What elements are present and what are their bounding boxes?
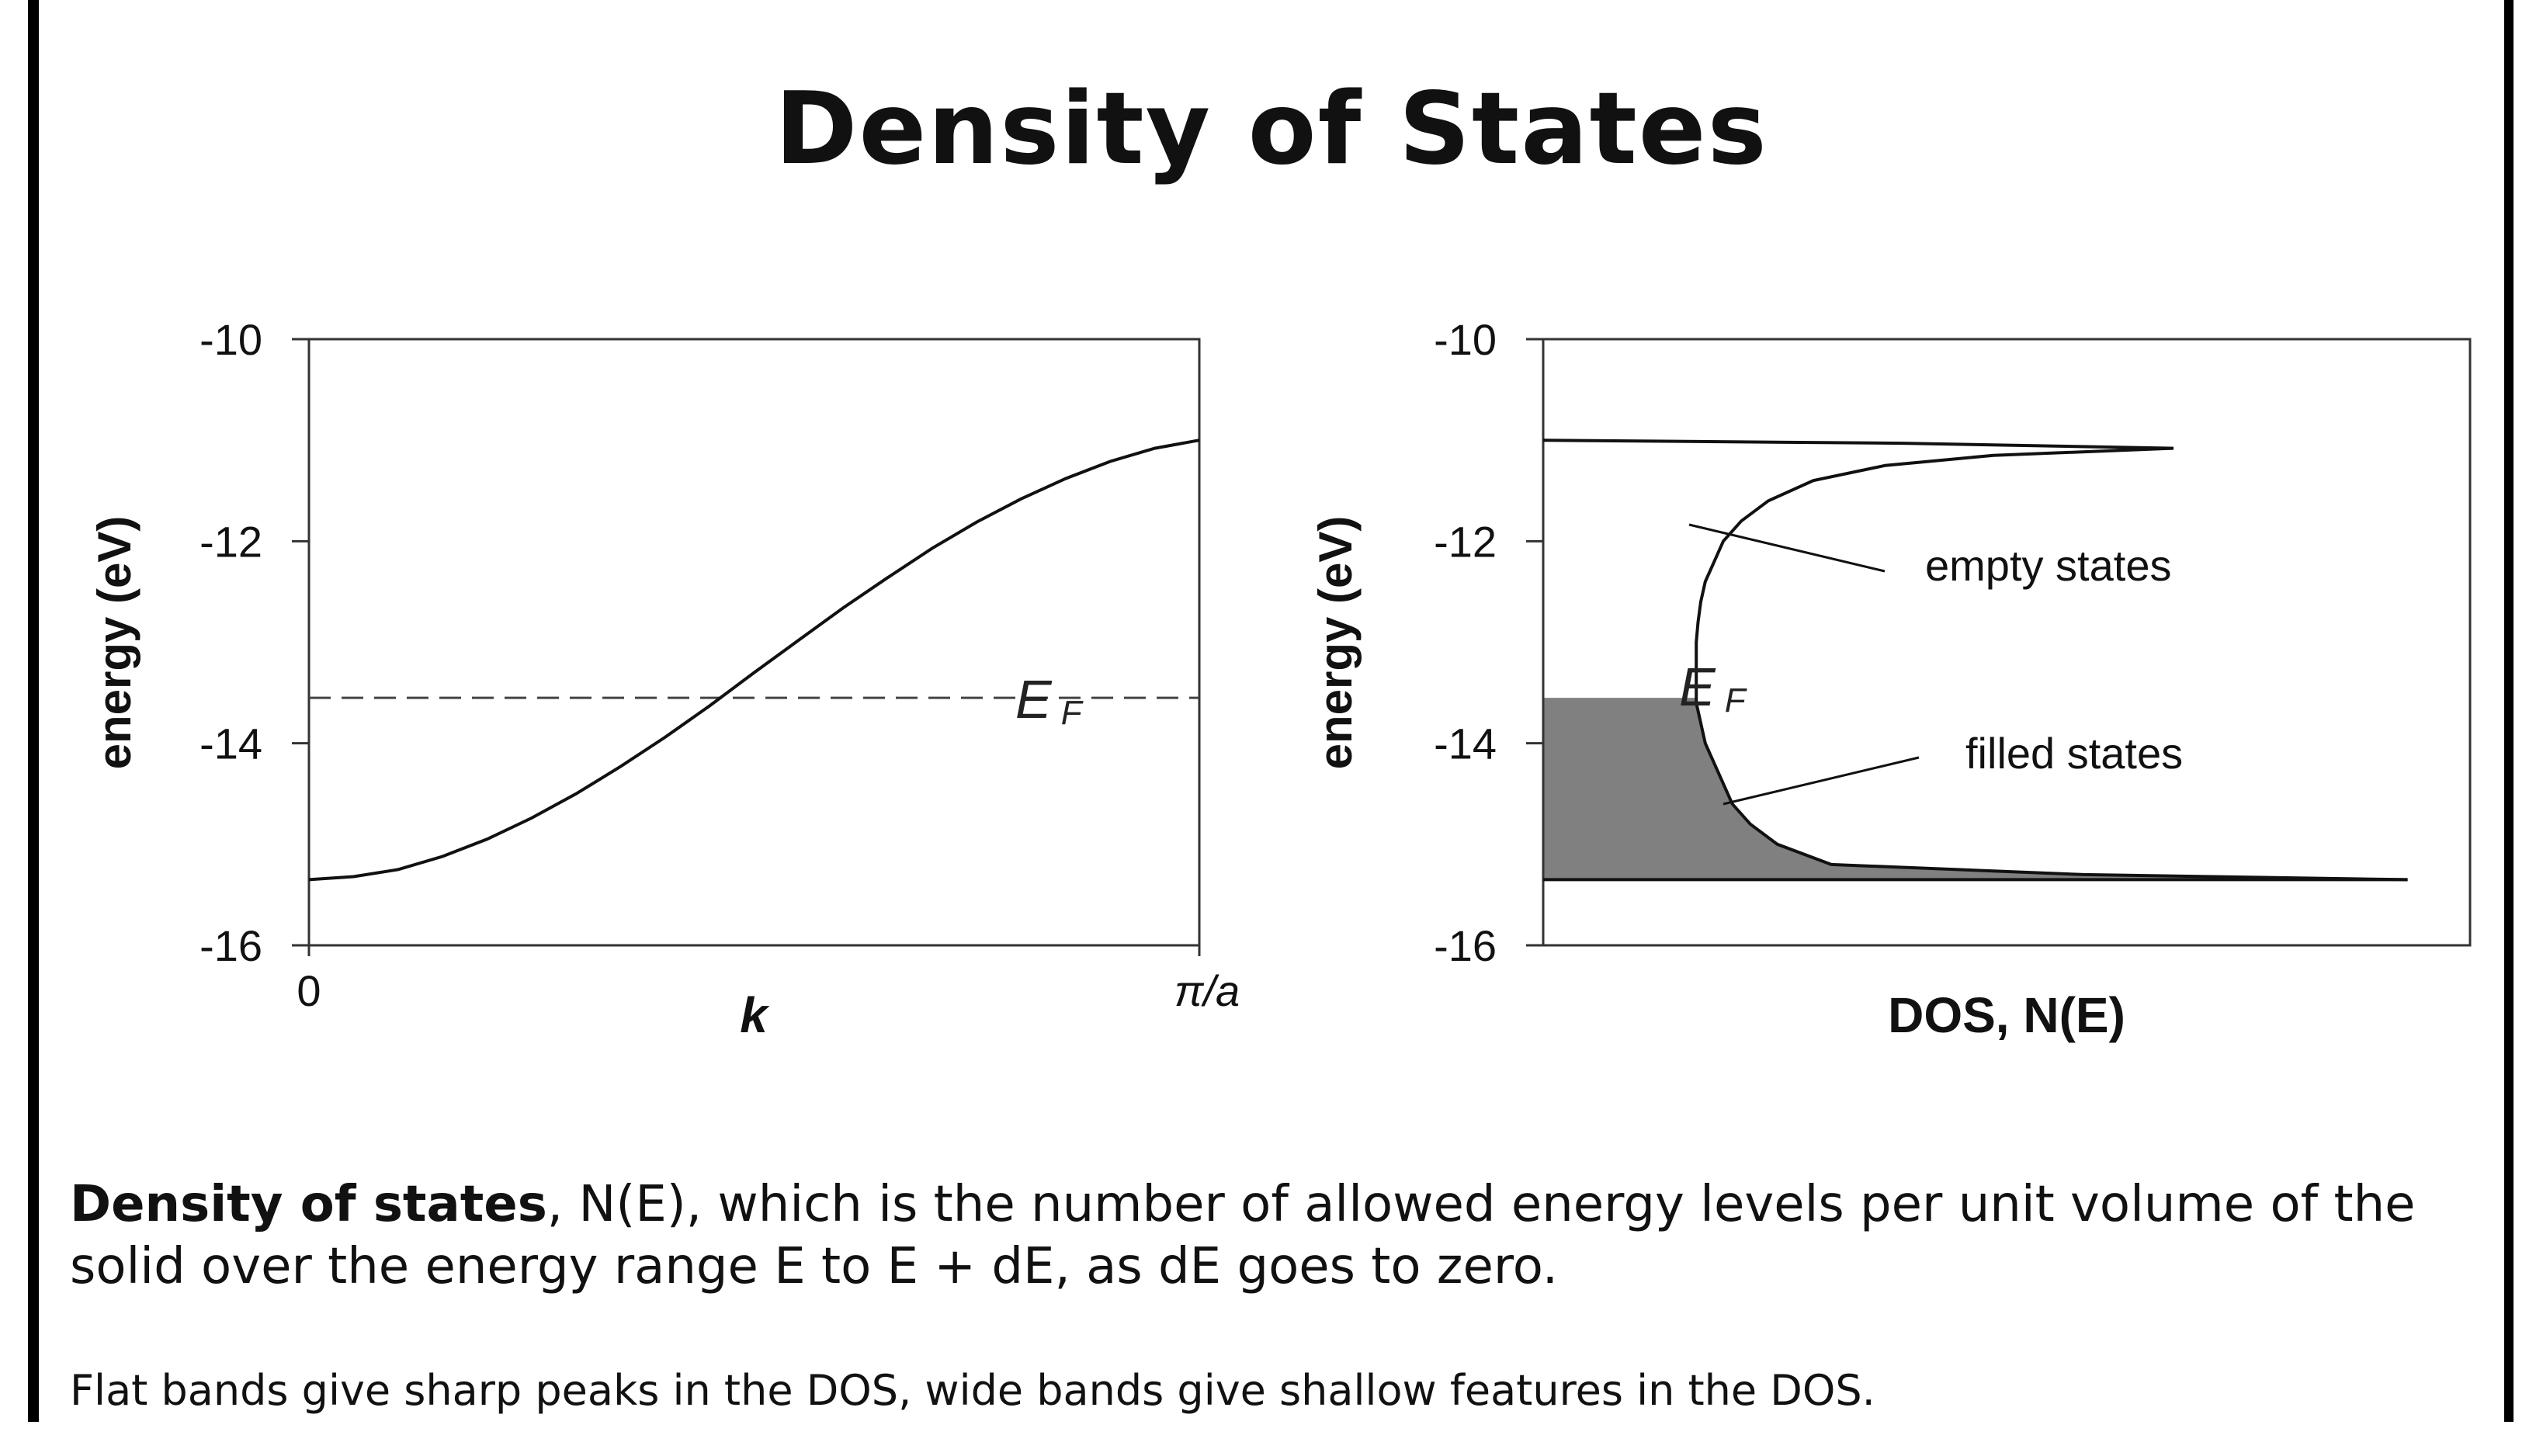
y-tick-label: -12 bbox=[1434, 517, 1497, 566]
empty-states-label: empty states bbox=[1925, 541, 2171, 590]
y-tick-label: -10 bbox=[1434, 315, 1497, 364]
x-axis-label: k bbox=[740, 987, 770, 1043]
note-paragraph: Flat bands give sharp peaks in the DOS, … bbox=[70, 1366, 1875, 1415]
filled-states-label: filled states bbox=[1965, 729, 2183, 778]
x-tick-labels: 0 π/a bbox=[297, 945, 1240, 1015]
y-axis-label: energy (eV) bbox=[1310, 516, 1362, 770]
left-border-bar bbox=[28, 0, 39, 1422]
empty-states-pointer bbox=[1688, 523, 1886, 573]
y-tick-label: -10 bbox=[199, 315, 262, 364]
y-tick-label: -16 bbox=[1434, 921, 1497, 970]
filled-states-pointer bbox=[1723, 756, 1920, 806]
definition-paragraph: Density of states, N(E), which is the nu… bbox=[70, 1173, 2492, 1298]
band-dispersion-curve bbox=[308, 439, 1200, 882]
definition-text: , N(E), which is the number of allowed e… bbox=[70, 1176, 2416, 1295]
x-axis-label: DOS, N(E) bbox=[1888, 987, 2125, 1043]
y-tick-label: -12 bbox=[199, 517, 262, 566]
plot-frame bbox=[307, 338, 1201, 947]
dos-curve bbox=[1542, 439, 2408, 882]
x-tick-label: π/a bbox=[1174, 966, 1240, 1015]
plot-frame bbox=[1542, 338, 2472, 947]
filled-states-area bbox=[1543, 698, 2408, 880]
x-tick-label: 0 bbox=[297, 966, 321, 1015]
slide-title: Density of States bbox=[775, 71, 1768, 187]
right-border-bar bbox=[2504, 0, 2514, 1422]
y-tick-label: -14 bbox=[1434, 719, 1497, 768]
y-tick-label: -16 bbox=[199, 921, 262, 970]
y-tick-label: -14 bbox=[199, 719, 262, 768]
y-axis-label: energy (eV) bbox=[88, 516, 141, 770]
y-tick-labels: -10 -12 -14 -16 bbox=[1434, 315, 1543, 970]
y-tick-labels: -10 -12 -14 -16 bbox=[199, 315, 309, 970]
dos-chart: -10 -12 -14 -16 energy (eV) DOS, N(E) empty… bbox=[1310, 315, 2472, 1043]
definition-lead: Density of states bbox=[70, 1176, 547, 1233]
